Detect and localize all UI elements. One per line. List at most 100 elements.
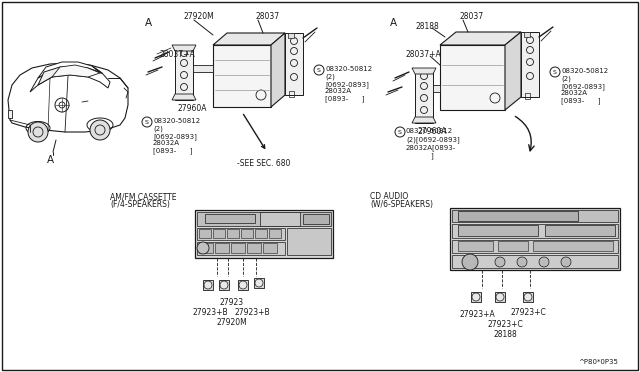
Text: (2): (2) bbox=[153, 126, 163, 132]
Bar bbox=[203, 280, 213, 290]
Circle shape bbox=[197, 242, 209, 254]
Bar bbox=[458, 241, 493, 251]
Text: 27920M: 27920M bbox=[183, 12, 214, 21]
Text: A: A bbox=[145, 18, 152, 28]
Polygon shape bbox=[271, 33, 285, 107]
Bar bbox=[303, 214, 329, 224]
Polygon shape bbox=[52, 65, 100, 77]
Bar bbox=[263, 243, 277, 253]
Circle shape bbox=[204, 281, 212, 289]
Circle shape bbox=[90, 120, 110, 140]
Text: S: S bbox=[553, 70, 557, 74]
Bar bbox=[289, 91, 294, 97]
Bar bbox=[524, 32, 530, 37]
Circle shape bbox=[524, 293, 532, 301]
Bar bbox=[415, 68, 433, 123]
Polygon shape bbox=[433, 85, 440, 92]
Bar bbox=[452, 240, 618, 253]
Text: A: A bbox=[47, 155, 54, 165]
Circle shape bbox=[220, 281, 228, 289]
Text: 27923+C: 27923+C bbox=[487, 320, 523, 329]
Text: 27923+B: 27923+B bbox=[234, 308, 270, 317]
Text: 27920M: 27920M bbox=[216, 318, 248, 327]
Text: 08320-50812: 08320-50812 bbox=[406, 128, 453, 134]
Text: 28037: 28037 bbox=[460, 12, 484, 21]
Bar bbox=[213, 229, 225, 238]
Bar bbox=[471, 292, 481, 302]
Polygon shape bbox=[412, 68, 436, 74]
Bar bbox=[521, 32, 539, 97]
Bar bbox=[238, 280, 248, 290]
Bar bbox=[287, 228, 331, 255]
Text: [0893-      ]: [0893- ] bbox=[561, 97, 600, 104]
Text: 08320-50812: 08320-50812 bbox=[561, 68, 608, 74]
Text: S: S bbox=[317, 67, 321, 73]
Circle shape bbox=[255, 279, 263, 287]
Bar bbox=[255, 229, 267, 238]
Text: CD AUDIO: CD AUDIO bbox=[370, 192, 408, 201]
Polygon shape bbox=[38, 62, 102, 78]
Text: -SEE SEC. 680: -SEE SEC. 680 bbox=[237, 159, 291, 168]
Text: 28032A: 28032A bbox=[561, 90, 588, 96]
Text: 27923+C: 27923+C bbox=[510, 308, 546, 317]
Polygon shape bbox=[172, 45, 196, 51]
Circle shape bbox=[495, 257, 505, 267]
Bar bbox=[241, 229, 253, 238]
Text: A: A bbox=[390, 18, 397, 28]
Bar bbox=[545, 225, 615, 236]
Bar bbox=[8, 110, 12, 118]
Polygon shape bbox=[193, 65, 213, 72]
Bar bbox=[213, 45, 271, 107]
Circle shape bbox=[496, 293, 504, 301]
Bar bbox=[197, 212, 331, 226]
Polygon shape bbox=[440, 32, 521, 45]
Text: 27923: 27923 bbox=[220, 298, 244, 307]
Bar bbox=[525, 93, 530, 99]
Bar bbox=[452, 255, 618, 268]
Polygon shape bbox=[213, 33, 285, 45]
Bar bbox=[458, 211, 578, 221]
Circle shape bbox=[239, 281, 247, 289]
Text: AM/FM CASSETTE: AM/FM CASSETTE bbox=[110, 192, 177, 201]
Bar bbox=[533, 241, 613, 251]
Text: 27923+B: 27923+B bbox=[192, 308, 228, 317]
Text: ^P80*0P35: ^P80*0P35 bbox=[578, 359, 618, 365]
Bar bbox=[227, 229, 239, 238]
Bar bbox=[452, 210, 618, 222]
Bar bbox=[254, 278, 264, 288]
Text: 28188: 28188 bbox=[493, 330, 517, 339]
Text: 28037+A: 28037+A bbox=[160, 50, 196, 59]
Text: (F/4-SPEAKERS): (F/4-SPEAKERS) bbox=[110, 200, 170, 209]
Bar bbox=[523, 292, 533, 302]
Bar bbox=[288, 33, 294, 38]
Bar bbox=[199, 243, 213, 253]
Bar bbox=[215, 243, 229, 253]
Circle shape bbox=[472, 293, 480, 301]
Bar bbox=[260, 212, 300, 226]
Text: 28032A: 28032A bbox=[325, 88, 352, 94]
Text: 28037+A: 28037+A bbox=[405, 50, 441, 59]
Polygon shape bbox=[30, 67, 110, 92]
Bar bbox=[231, 243, 245, 253]
Polygon shape bbox=[38, 67, 70, 85]
Text: S: S bbox=[145, 119, 149, 125]
Text: [0692-0893]: [0692-0893] bbox=[561, 83, 605, 90]
Text: S: S bbox=[398, 129, 402, 135]
Polygon shape bbox=[172, 94, 196, 100]
Bar bbox=[195, 210, 333, 258]
Bar bbox=[452, 224, 618, 238]
Polygon shape bbox=[8, 63, 128, 132]
Text: ]: ] bbox=[430, 152, 433, 159]
Bar bbox=[197, 228, 285, 240]
Text: (W/6-SPEAKERS): (W/6-SPEAKERS) bbox=[370, 200, 433, 209]
Text: 08320-50812: 08320-50812 bbox=[153, 118, 200, 124]
Bar bbox=[205, 214, 255, 223]
Bar bbox=[199, 229, 211, 238]
Polygon shape bbox=[92, 66, 102, 73]
Text: [0692-0893]: [0692-0893] bbox=[325, 81, 369, 88]
Bar bbox=[219, 280, 229, 290]
Circle shape bbox=[28, 122, 48, 142]
Bar bbox=[175, 45, 193, 100]
Bar bbox=[197, 242, 285, 255]
Bar bbox=[495, 292, 505, 302]
